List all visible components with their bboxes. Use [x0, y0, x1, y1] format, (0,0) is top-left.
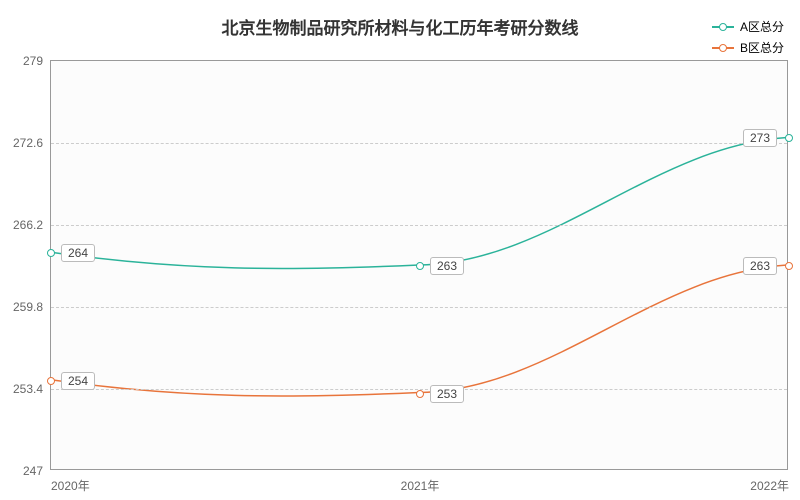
data-marker	[416, 390, 424, 398]
data-marker	[47, 377, 55, 385]
legend-label: B区总分	[740, 39, 784, 56]
series-line	[51, 138, 787, 269]
gridline	[51, 143, 787, 145]
x-tick-label: 2021年	[401, 477, 440, 494]
legend-item: B区总分	[712, 39, 784, 56]
data-label: 263	[430, 257, 464, 275]
y-tick-label: 272.6	[13, 136, 43, 150]
data-marker	[416, 262, 424, 270]
plot-area: 247253.4259.8266.2272.62792020年2021年2022…	[50, 60, 788, 470]
y-tick-label: 259.8	[13, 300, 43, 314]
data-marker	[785, 134, 793, 142]
gridline	[51, 225, 787, 227]
chart-container: 北京生物制品研究所材料与化工历年考研分数线 A区总分B区总分 247253.42…	[0, 0, 800, 500]
legend-label: A区总分	[740, 18, 784, 35]
y-tick-label: 279	[23, 54, 43, 68]
data-marker	[785, 262, 793, 270]
legend: A区总分 B区总分	[712, 18, 784, 60]
x-tick-label: 2022年	[750, 477, 789, 494]
data-label: 264	[61, 244, 95, 262]
y-tick-label: 266.2	[13, 218, 43, 232]
data-label: 263	[743, 257, 777, 275]
y-tick-label: 247	[23, 464, 43, 478]
y-tick-label: 253.4	[13, 382, 43, 396]
series-line	[51, 265, 787, 396]
data-label: 273	[743, 129, 777, 147]
x-tick-label: 2020年	[51, 477, 90, 494]
chart-title: 北京生物制品研究所材料与化工历年考研分数线	[0, 14, 800, 39]
data-label: 254	[61, 372, 95, 390]
data-marker	[47, 249, 55, 257]
gridline	[51, 307, 787, 309]
legend-item: A区总分	[712, 18, 784, 35]
data-label: 253	[430, 385, 464, 403]
